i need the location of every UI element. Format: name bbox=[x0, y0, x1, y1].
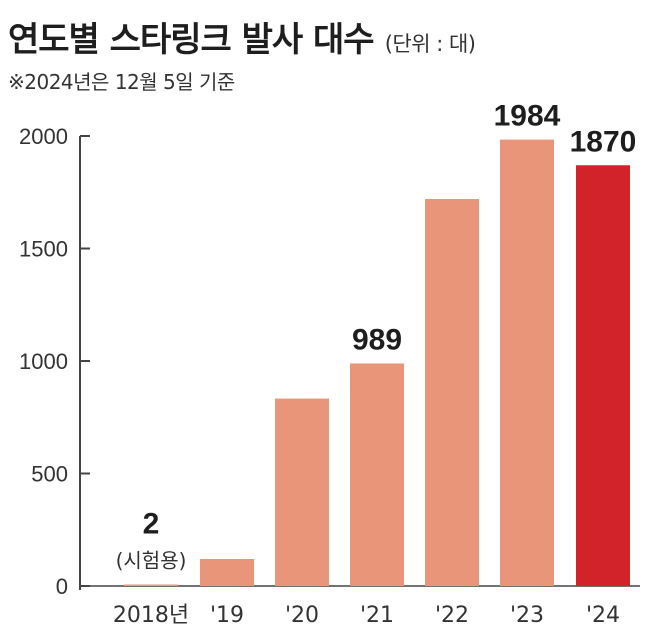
data-label: 2 bbox=[143, 508, 160, 541]
bar-2 bbox=[200, 559, 254, 586]
x-tick-label: '19 bbox=[210, 603, 244, 628]
x-tick-label: '23 bbox=[510, 603, 544, 628]
chart-title: 연도별 스타링크 발사 대수 bbox=[8, 20, 375, 60]
bar-1 bbox=[124, 584, 178, 586]
y-tick-label: 0 bbox=[56, 574, 68, 599]
bar-7 bbox=[576, 165, 630, 586]
annotation-label: (시험용) bbox=[116, 549, 187, 573]
bar-6 bbox=[500, 139, 554, 586]
x-tick-label: 2018년 bbox=[113, 603, 189, 628]
data-label: 1870 bbox=[570, 125, 637, 158]
data-label: 989 bbox=[352, 323, 402, 356]
title-row: 연도별 스타링크 발사 대수 (단위 : 대) bbox=[8, 12, 476, 61]
x-tick-label: '24 bbox=[586, 603, 620, 628]
y-tick-label: 1500 bbox=[19, 237, 68, 262]
data-label: 1984 bbox=[494, 100, 561, 133]
x-tick-label: '20 bbox=[285, 603, 319, 628]
bar-5 bbox=[425, 199, 479, 586]
date-note: ※2024년은 12월 5일 기준 bbox=[8, 70, 235, 94]
bar-3 bbox=[275, 398, 329, 586]
y-tick-label: 1000 bbox=[19, 349, 68, 374]
bar-4 bbox=[350, 363, 404, 586]
x-tick-label: '21 bbox=[360, 603, 394, 628]
x-tick-label: '22 bbox=[435, 603, 469, 628]
unit-label: (단위 : 대) bbox=[384, 32, 476, 56]
y-tick-label: 500 bbox=[31, 462, 68, 487]
y-tick-label: 2000 bbox=[19, 124, 68, 149]
